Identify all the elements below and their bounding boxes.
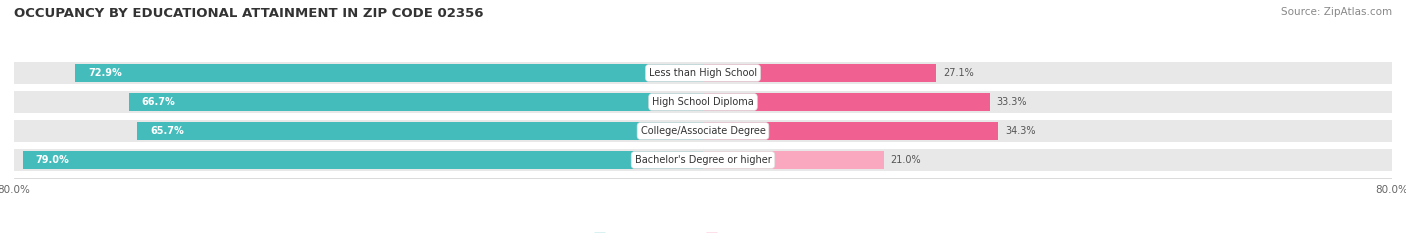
Bar [14,91,1392,113]
Bar [703,151,884,169]
Text: Source: ZipAtlas.com: Source: ZipAtlas.com [1281,7,1392,17]
Bar [703,122,998,140]
Bar [22,151,703,169]
Bar [14,120,1392,142]
Text: 66.7%: 66.7% [142,97,176,107]
Text: 21.0%: 21.0% [891,155,921,165]
Text: 79.0%: 79.0% [35,155,69,165]
Text: 72.9%: 72.9% [89,68,122,78]
Text: High School Diploma: High School Diploma [652,97,754,107]
Bar [14,149,1392,171]
Text: 33.3%: 33.3% [997,97,1028,107]
Text: 34.3%: 34.3% [1005,126,1036,136]
Bar [138,122,703,140]
Text: 27.1%: 27.1% [943,68,974,78]
Text: OCCUPANCY BY EDUCATIONAL ATTAINMENT IN ZIP CODE 02356: OCCUPANCY BY EDUCATIONAL ATTAINMENT IN Z… [14,7,484,20]
Bar [75,64,703,82]
Text: College/Associate Degree: College/Associate Degree [641,126,765,136]
Legend: Owner-occupied, Renter-occupied: Owner-occupied, Renter-occupied [589,229,817,233]
Text: Less than High School: Less than High School [650,68,756,78]
Text: 65.7%: 65.7% [150,126,184,136]
Bar [703,64,936,82]
Bar [14,62,1392,84]
Bar [703,93,990,111]
Bar [128,93,703,111]
Text: Bachelor's Degree or higher: Bachelor's Degree or higher [634,155,772,165]
